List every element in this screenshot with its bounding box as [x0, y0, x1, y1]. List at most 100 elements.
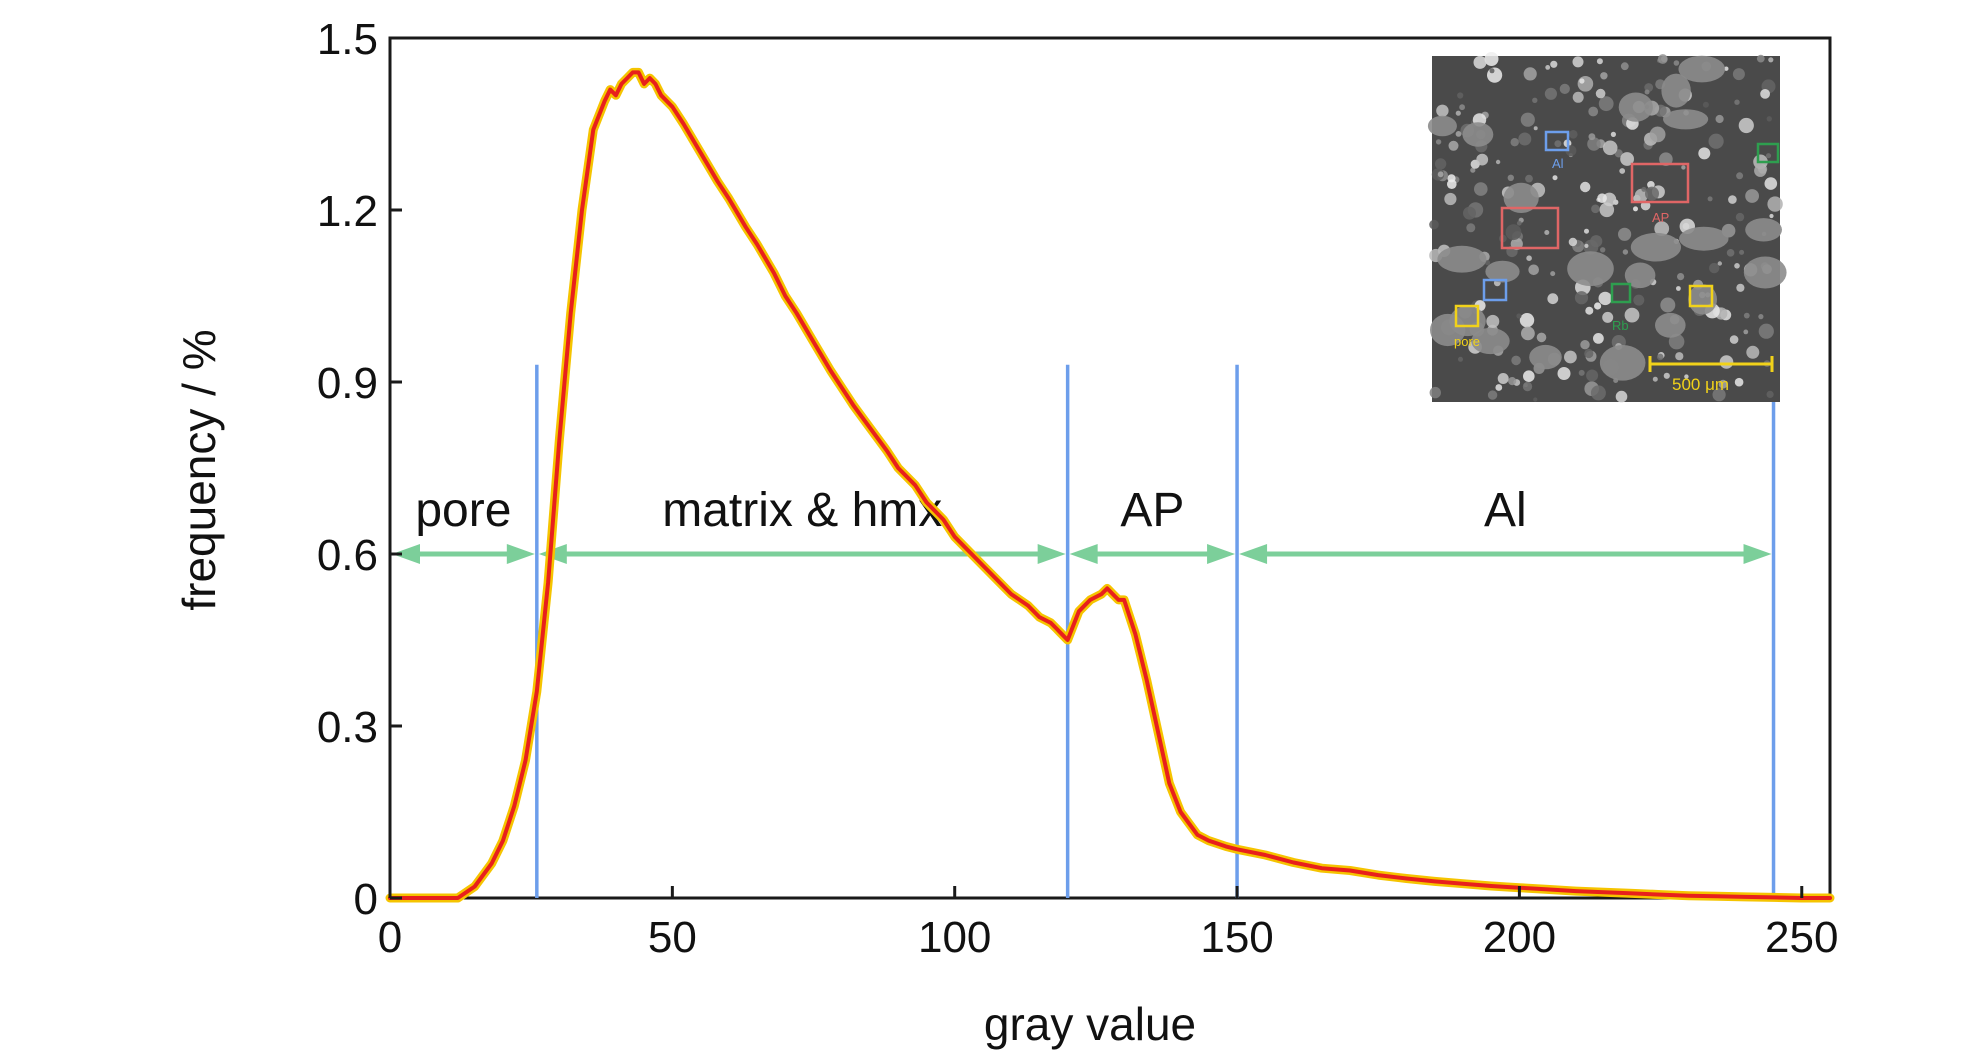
- grain: [1590, 235, 1603, 248]
- grain: [1743, 329, 1749, 335]
- x-tick-label: 150: [1200, 913, 1273, 962]
- grain: [1550, 60, 1558, 68]
- x-tick-label: 0: [378, 913, 402, 962]
- grain: [1545, 65, 1551, 70]
- ap-particle: [1661, 73, 1691, 108]
- grain: [1745, 189, 1759, 203]
- ap-particle: [1437, 245, 1487, 273]
- grain: [1728, 195, 1737, 204]
- x-tick-label: 50: [648, 913, 697, 962]
- region-label-matrix-hmx: matrix & hmx: [662, 484, 942, 537]
- grain: [1508, 377, 1517, 386]
- grain: [1593, 333, 1604, 344]
- ap-particle: [1678, 55, 1726, 83]
- region-label-al: Al: [1484, 484, 1527, 537]
- grain: [1495, 159, 1501, 165]
- grain: [1518, 132, 1532, 146]
- x-tick-label: 250: [1765, 913, 1838, 962]
- grain: [1458, 356, 1463, 362]
- ap-particle: [1503, 182, 1539, 213]
- grain: [1736, 283, 1745, 292]
- grain: [1702, 101, 1709, 108]
- grain: [1597, 193, 1607, 203]
- ap-particle: [1679, 226, 1729, 251]
- grain: [1572, 56, 1584, 68]
- micrograph-texture: [1427, 52, 1787, 403]
- grain: [1591, 204, 1600, 214]
- grain: [1634, 188, 1648, 202]
- grain: [1550, 271, 1556, 277]
- grain: [1735, 212, 1745, 222]
- grain: [1739, 249, 1745, 255]
- grain: [1656, 353, 1664, 361]
- y-axis-ticks: 0 0.3 0.6 0.9 1.2 1.5: [317, 15, 402, 924]
- grain: [1726, 249, 1735, 257]
- grain: [1633, 294, 1645, 306]
- grain: [1484, 52, 1499, 66]
- grain: [1760, 89, 1770, 99]
- grain: [1584, 228, 1589, 234]
- grain: [1734, 99, 1740, 105]
- arrow-head-left: [1239, 544, 1268, 564]
- y-tick-label: 0.3: [317, 703, 378, 752]
- region-labels: pore matrix & hmx AP Al: [415, 484, 1526, 537]
- grain: [1764, 177, 1778, 190]
- region-boundaries: [535, 364, 1776, 898]
- al-marker-label: Al: [1552, 156, 1564, 171]
- grain: [1435, 139, 1442, 145]
- scale-bar: [1648, 356, 1774, 372]
- grain: [1758, 323, 1774, 339]
- x-tick-label: 200: [1483, 913, 1556, 962]
- y-tick-label: 0.6: [317, 531, 378, 580]
- ap-marker-box-2: [1500, 206, 1560, 250]
- grain: [1719, 355, 1734, 369]
- y-axis-label: frequency / %: [173, 329, 225, 610]
- grain: [1707, 196, 1713, 202]
- rb-marker-box-2: [1610, 282, 1632, 304]
- grain: [1600, 247, 1606, 253]
- grain: [1578, 369, 1585, 376]
- ap-particle: [1624, 262, 1656, 289]
- grain: [1624, 307, 1640, 323]
- grain: [1522, 381, 1533, 392]
- grain: [1572, 91, 1584, 103]
- grain: [1516, 220, 1522, 226]
- grain: [1586, 369, 1599, 382]
- grain: [1736, 172, 1744, 180]
- grain: [1743, 312, 1750, 319]
- grain: [1588, 133, 1596, 141]
- grain: [1507, 174, 1515, 181]
- grain: [1602, 311, 1614, 323]
- arrow-head-right: [1037, 544, 1066, 564]
- grain: [1765, 153, 1772, 159]
- grain: [1633, 206, 1638, 212]
- series-layer: [385, 67, 1835, 903]
- inset-micrograph: Al AP Rb pore 500 μm: [1427, 52, 1787, 403]
- grain: [1486, 314, 1500, 328]
- arrow-head-right: [1743, 544, 1772, 564]
- grain: [1455, 110, 1461, 116]
- grain: [1676, 286, 1681, 291]
- grain: [1487, 67, 1503, 83]
- grain: [1444, 192, 1457, 206]
- grain: [1712, 388, 1726, 402]
- grain: [1533, 397, 1538, 402]
- grain: [1523, 67, 1537, 81]
- frequency-series-line: [388, 70, 1832, 900]
- grain: [1598, 291, 1612, 306]
- pore-marker-box-2: [1688, 284, 1714, 308]
- grain: [1536, 332, 1547, 343]
- grain: [1497, 373, 1509, 384]
- grain: [1429, 219, 1439, 230]
- grain: [1758, 314, 1764, 320]
- grain: [1463, 206, 1476, 220]
- grain: [1487, 390, 1498, 400]
- grain: [1675, 352, 1684, 361]
- grain: [1734, 263, 1740, 269]
- grain: [1729, 335, 1739, 344]
- x-axis-label: gray value: [984, 998, 1196, 1050]
- grain: [1584, 348, 1594, 359]
- grain: [1559, 83, 1570, 94]
- grain: [1476, 153, 1489, 166]
- grain: [1473, 55, 1487, 69]
